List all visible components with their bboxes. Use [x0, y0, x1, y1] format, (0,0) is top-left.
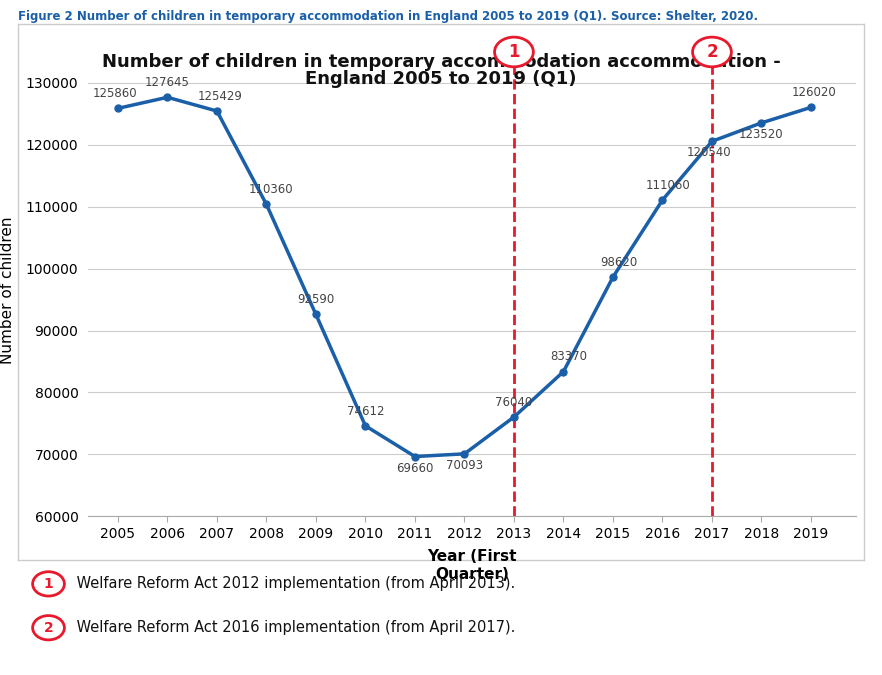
Text: 126020: 126020: [791, 86, 836, 99]
Text: 2: 2: [43, 621, 54, 634]
Text: 1: 1: [43, 577, 54, 591]
Text: 98620: 98620: [600, 256, 637, 269]
Text: 123520: 123520: [739, 128, 784, 141]
Text: 120540: 120540: [687, 146, 731, 159]
Text: 125429: 125429: [198, 90, 243, 103]
Y-axis label: Number of children: Number of children: [0, 217, 15, 364]
Text: 111060: 111060: [646, 179, 691, 192]
X-axis label: Year (First
Quarter): Year (First Quarter): [427, 549, 517, 582]
Text: 2: 2: [706, 43, 718, 61]
Text: 74612: 74612: [347, 404, 385, 418]
Text: 127645: 127645: [145, 76, 190, 89]
Text: England 2005 to 2019 (Q1): England 2005 to 2019 (Q1): [305, 70, 577, 88]
Text: Figure 2 Number of children in temporary accommodation in England 2005 to 2019 (: Figure 2 Number of children in temporary…: [18, 10, 758, 23]
Text: Welfare Reform Act 2016 implementation (from April 2017).: Welfare Reform Act 2016 implementation (…: [72, 620, 516, 635]
Text: Welfare Reform Act 2012 implementation (from April 2013).: Welfare Reform Act 2012 implementation (…: [72, 576, 516, 591]
Text: 125860: 125860: [93, 87, 138, 100]
Text: 1: 1: [508, 43, 519, 61]
Text: 69660: 69660: [396, 462, 434, 475]
Text: 70093: 70093: [446, 459, 483, 472]
Text: 110360: 110360: [248, 183, 293, 196]
Text: 92590: 92590: [297, 293, 334, 306]
Text: 83370: 83370: [550, 350, 587, 363]
Text: Number of children in temporary accommodation accommodation -: Number of children in temporary accommod…: [101, 53, 781, 71]
Text: 76040: 76040: [496, 396, 533, 408]
